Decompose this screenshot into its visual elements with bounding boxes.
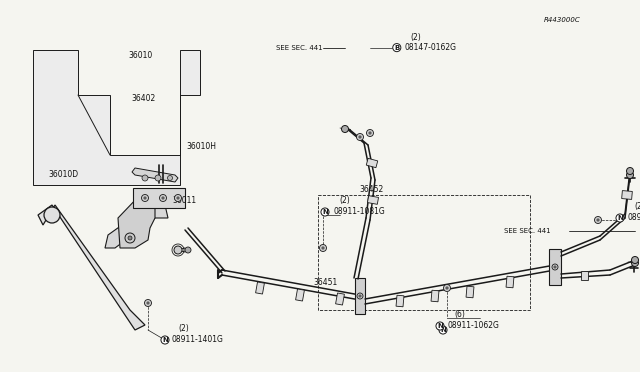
Text: N: N bbox=[162, 337, 168, 343]
Circle shape bbox=[632, 260, 639, 266]
Text: 36402: 36402 bbox=[131, 94, 156, 103]
Circle shape bbox=[369, 132, 371, 134]
Circle shape bbox=[175, 195, 182, 202]
Text: N: N bbox=[617, 215, 623, 221]
Polygon shape bbox=[549, 249, 561, 285]
Text: SEE SEC. 441: SEE SEC. 441 bbox=[276, 45, 323, 51]
Text: 08911-1401G: 08911-1401G bbox=[172, 336, 224, 344]
Bar bbox=[255, 282, 264, 294]
Text: (2): (2) bbox=[178, 324, 189, 334]
Bar bbox=[367, 196, 378, 204]
Circle shape bbox=[595, 217, 602, 224]
Polygon shape bbox=[132, 168, 178, 182]
Circle shape bbox=[367, 129, 374, 137]
Text: 36011: 36011 bbox=[173, 196, 197, 205]
Text: 36451: 36451 bbox=[314, 278, 338, 287]
Circle shape bbox=[342, 125, 349, 132]
Bar bbox=[581, 272, 589, 280]
Circle shape bbox=[159, 195, 166, 202]
Bar bbox=[296, 289, 305, 301]
Text: 08911-1062G: 08911-1062G bbox=[448, 321, 500, 330]
Circle shape bbox=[185, 247, 191, 253]
Bar bbox=[466, 286, 474, 298]
Polygon shape bbox=[118, 195, 155, 248]
Text: 36010: 36010 bbox=[128, 51, 152, 60]
Circle shape bbox=[444, 285, 451, 292]
Bar bbox=[335, 293, 344, 305]
Circle shape bbox=[632, 257, 639, 263]
Text: 08911-1082G: 08911-1082G bbox=[628, 214, 640, 222]
Bar bbox=[396, 295, 404, 307]
Circle shape bbox=[147, 302, 149, 304]
Text: (2): (2) bbox=[339, 196, 349, 205]
Bar bbox=[621, 190, 632, 199]
Polygon shape bbox=[105, 205, 168, 248]
Circle shape bbox=[125, 233, 135, 243]
Circle shape bbox=[552, 264, 558, 270]
Circle shape bbox=[554, 266, 556, 268]
Polygon shape bbox=[33, 50, 200, 185]
Text: 36452: 36452 bbox=[360, 185, 384, 194]
Circle shape bbox=[446, 287, 448, 289]
Circle shape bbox=[174, 246, 182, 254]
Text: (6): (6) bbox=[454, 311, 465, 320]
Circle shape bbox=[142, 175, 148, 181]
Circle shape bbox=[596, 219, 599, 221]
Polygon shape bbox=[38, 205, 145, 330]
Circle shape bbox=[356, 134, 364, 141]
Text: (2): (2) bbox=[411, 33, 422, 42]
Circle shape bbox=[319, 244, 326, 251]
Circle shape bbox=[627, 167, 634, 174]
Text: SEE SEC. 441: SEE SEC. 441 bbox=[504, 228, 551, 234]
Circle shape bbox=[128, 236, 132, 240]
Circle shape bbox=[141, 195, 148, 202]
Text: (2): (2) bbox=[634, 202, 640, 212]
Circle shape bbox=[627, 171, 634, 179]
Circle shape bbox=[357, 293, 363, 299]
Polygon shape bbox=[133, 188, 185, 208]
Circle shape bbox=[168, 176, 173, 180]
Bar bbox=[366, 158, 378, 168]
Bar bbox=[431, 290, 439, 302]
Text: N: N bbox=[440, 327, 446, 333]
Text: 08911-1081G: 08911-1081G bbox=[333, 208, 385, 217]
Text: 08147-0162G: 08147-0162G bbox=[405, 43, 457, 52]
Circle shape bbox=[44, 207, 60, 223]
Circle shape bbox=[144, 197, 146, 199]
Circle shape bbox=[359, 295, 361, 297]
Text: 36010D: 36010D bbox=[48, 170, 78, 179]
Bar bbox=[506, 276, 514, 288]
Circle shape bbox=[322, 247, 324, 249]
Circle shape bbox=[359, 136, 361, 138]
Circle shape bbox=[162, 197, 164, 199]
Circle shape bbox=[145, 299, 152, 307]
Text: N: N bbox=[322, 209, 328, 215]
Circle shape bbox=[177, 197, 179, 199]
Circle shape bbox=[155, 175, 161, 181]
Text: 36010H: 36010H bbox=[187, 142, 217, 151]
Polygon shape bbox=[355, 278, 365, 314]
Text: B: B bbox=[394, 45, 399, 51]
Text: R443000C: R443000C bbox=[544, 17, 580, 23]
Text: N: N bbox=[437, 323, 443, 329]
